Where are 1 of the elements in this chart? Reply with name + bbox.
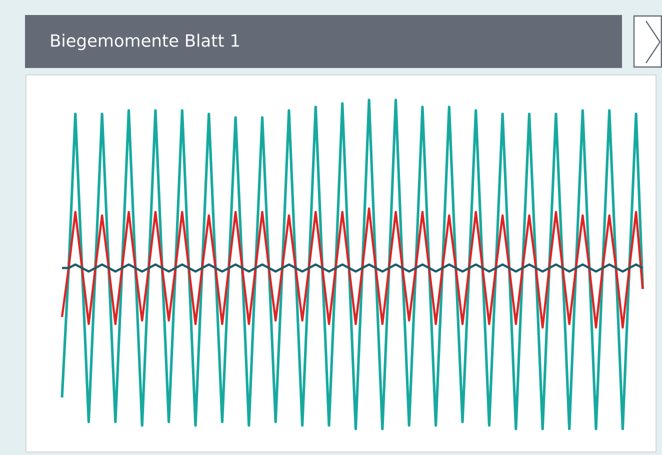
chart-title: Biegemomente Blatt 1 — [51, 34, 239, 50]
